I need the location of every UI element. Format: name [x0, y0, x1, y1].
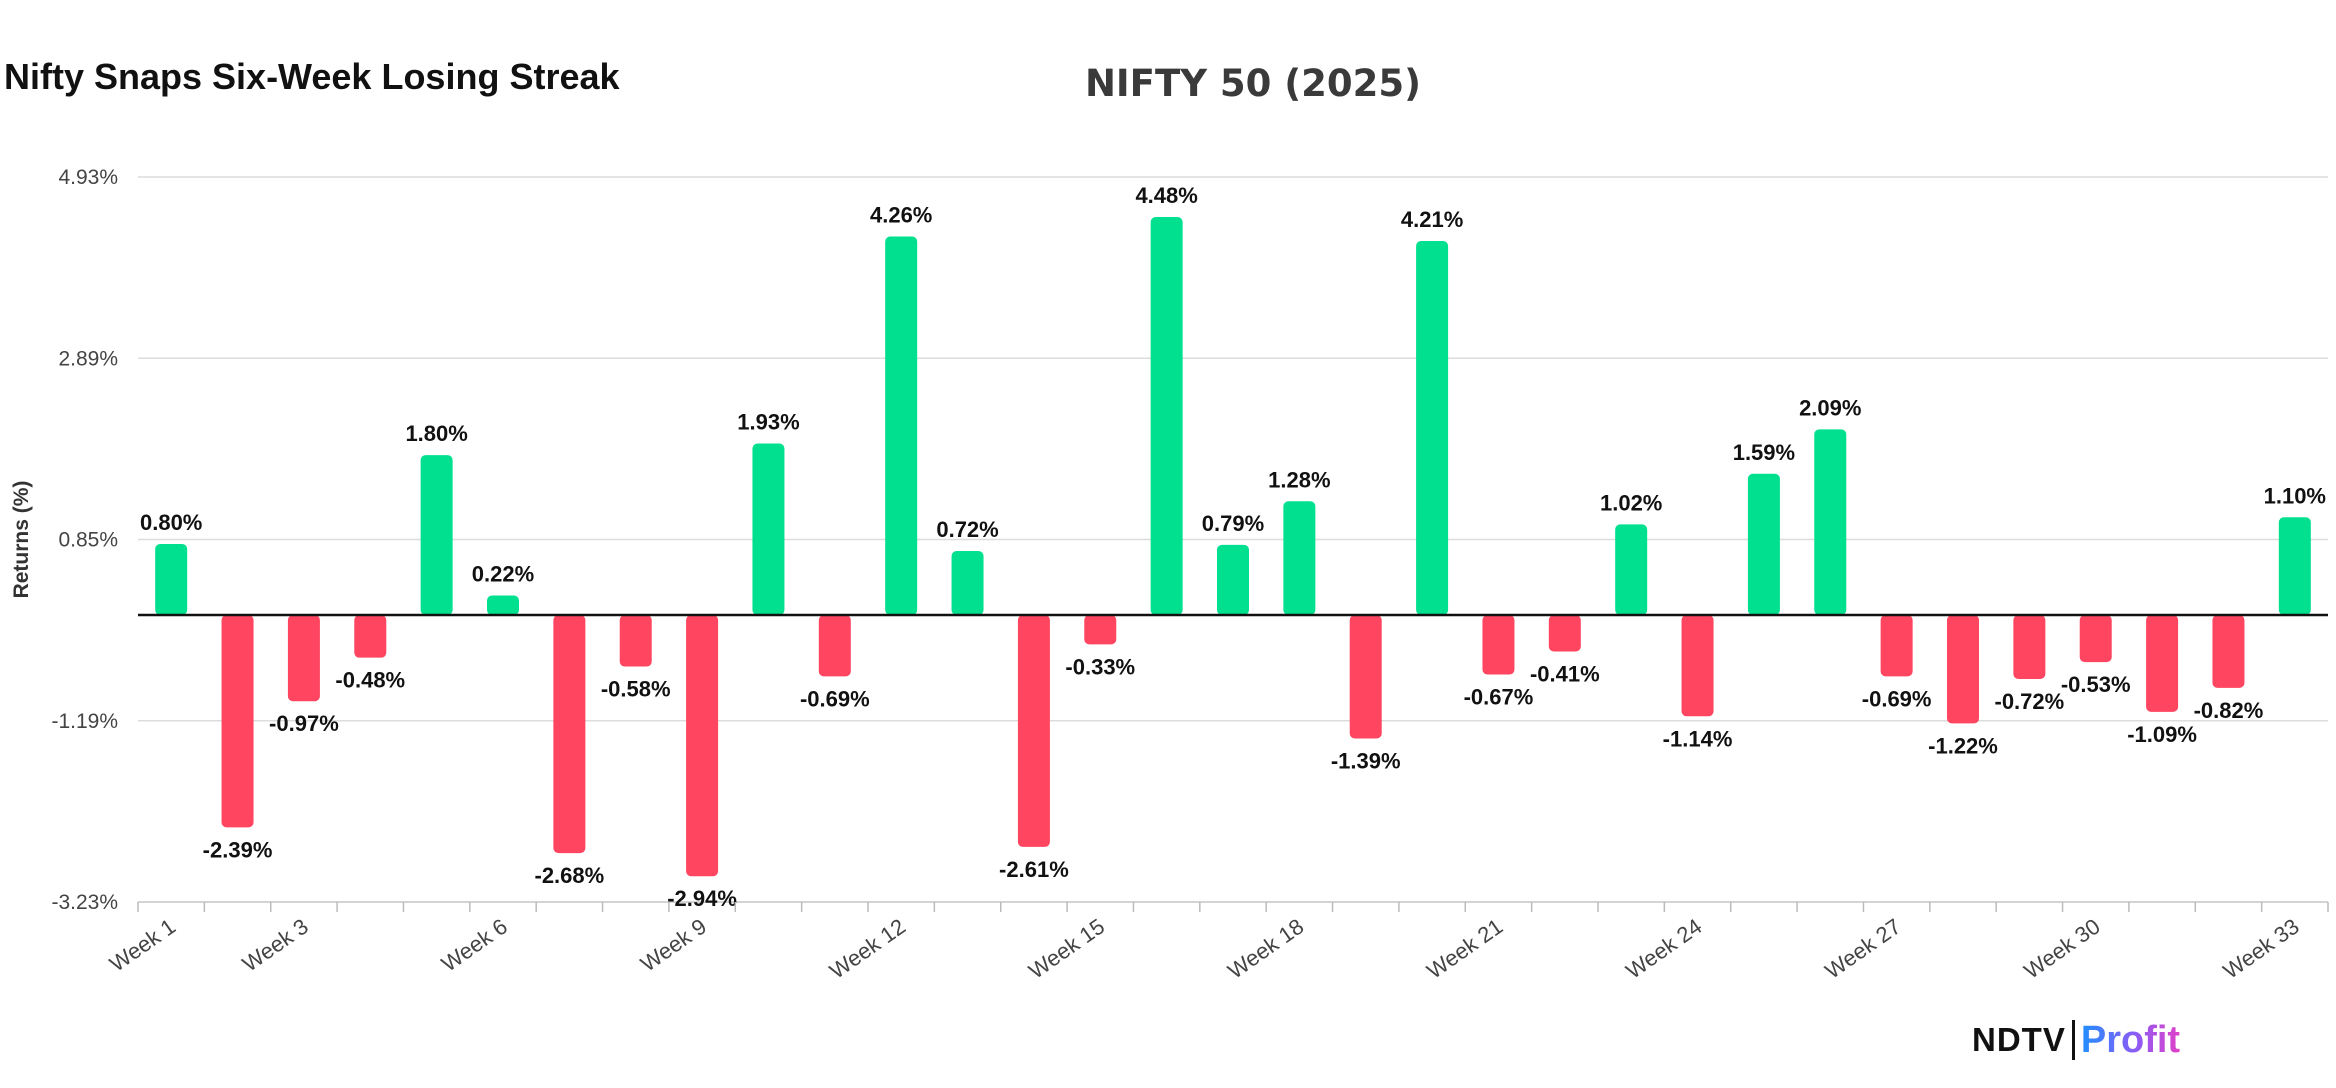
bar — [1482, 615, 1515, 675]
y-tick-label: 2.89% — [58, 347, 118, 370]
bar — [686, 615, 719, 877]
data-label: 0.80% — [140, 510, 202, 535]
bar — [2146, 615, 2179, 712]
data-label: -2.39% — [203, 837, 273, 862]
bar — [2212, 615, 2245, 688]
data-label: 1.10% — [2264, 483, 2326, 508]
bar — [354, 615, 387, 658]
data-label: -0.97% — [269, 711, 339, 736]
data-label: -0.82% — [2194, 698, 2264, 723]
bar — [951, 551, 984, 616]
x-tick-label: Week 1 — [105, 914, 180, 977]
logo-brand: NDTV — [1972, 1021, 2066, 1058]
data-label: -0.33% — [1065, 654, 1135, 679]
data-label: -0.41% — [1530, 661, 1600, 686]
bar — [1615, 524, 1648, 616]
bar — [1084, 615, 1117, 645]
data-label: 4.26% — [870, 203, 932, 228]
bar — [1017, 615, 1050, 847]
data-label: 2.09% — [1799, 395, 1861, 420]
bar — [1880, 615, 1913, 677]
bar — [1947, 615, 1979, 724]
data-label: -0.69% — [1862, 686, 1932, 711]
bar — [1681, 615, 1714, 717]
bar — [1548, 615, 1581, 652]
data-label: 0.72% — [936, 517, 998, 542]
x-tick-label: Week 30 — [2019, 914, 2104, 984]
data-label: -2.94% — [667, 886, 737, 911]
x-tick-label: Week 6 — [437, 914, 512, 977]
data-label: -0.53% — [2061, 672, 2131, 697]
x-tick-label: Week 33 — [2219, 914, 2304, 984]
data-label: 1.59% — [1733, 440, 1795, 465]
data-label: -2.61% — [999, 857, 1069, 882]
x-tick-label: Week 27 — [1820, 914, 1905, 984]
bar — [619, 615, 652, 667]
bar — [1814, 429, 1847, 616]
x-tick-label: Week 12 — [825, 914, 910, 984]
logo-divider — [2071, 1020, 2075, 1060]
data-label: 1.02% — [1600, 490, 1662, 515]
y-axis-title: Returns (%) — [10, 481, 33, 599]
data-label: -2.68% — [535, 863, 605, 888]
bar — [1349, 615, 1382, 739]
data-label: 0.22% — [472, 561, 534, 586]
bar — [1150, 216, 1183, 616]
data-label: 1.80% — [405, 421, 467, 446]
data-label: -0.72% — [1995, 689, 2065, 714]
data-label: 1.93% — [737, 410, 799, 435]
bar — [1747, 473, 1780, 616]
data-label: -1.09% — [2127, 722, 2197, 747]
bar — [885, 236, 918, 616]
x-tick-label: Week 15 — [1024, 914, 1109, 984]
data-label: -0.69% — [800, 686, 870, 711]
bar — [287, 615, 320, 702]
bar — [2278, 517, 2311, 616]
data-label: -1.39% — [1331, 749, 1401, 774]
data-label: 1.28% — [1268, 467, 1330, 492]
data-label: 0.79% — [1202, 511, 1264, 536]
y-tick-label: 4.93% — [58, 166, 118, 189]
bar — [1283, 501, 1316, 616]
y-tick-label: -1.19% — [51, 710, 118, 733]
y-tick-label: -3.23% — [51, 891, 118, 914]
chart-title: NIFTY 50 (2025) — [1084, 62, 1422, 105]
bar — [1217, 544, 1249, 616]
bar — [420, 455, 453, 616]
bar — [752, 443, 785, 616]
ndtv-profit-logo: NDTV Profit — [1972, 1018, 2180, 1062]
x-tick-label: Week 18 — [1223, 914, 1308, 984]
bar — [221, 615, 254, 828]
bar — [818, 615, 851, 677]
data-label: 4.48% — [1135, 183, 1197, 208]
x-tick-label: Week 3 — [238, 914, 313, 977]
bar — [2079, 615, 2112, 663]
data-label: -0.67% — [1464, 685, 1534, 710]
bar — [553, 615, 586, 854]
data-label: -1.22% — [1928, 733, 1998, 758]
x-tick-label: Week 24 — [1621, 914, 1706, 984]
x-tick-label: Week 21 — [1422, 914, 1507, 984]
logo-product: Profit — [2080, 1018, 2181, 1061]
x-tick-label: Week 9 — [636, 914, 711, 977]
headline: Nifty Snaps Six-Week Losing Streak — [4, 56, 620, 97]
bar — [2013, 615, 2046, 679]
data-label: -0.58% — [601, 677, 671, 702]
bar — [487, 595, 519, 616]
data-label: 4.21% — [1401, 207, 1463, 232]
y-tick-label: 0.85% — [58, 529, 118, 552]
data-label: -0.48% — [335, 668, 405, 693]
data-label: -1.14% — [1663, 726, 1733, 751]
bar — [1416, 240, 1449, 616]
bar — [155, 543, 188, 616]
